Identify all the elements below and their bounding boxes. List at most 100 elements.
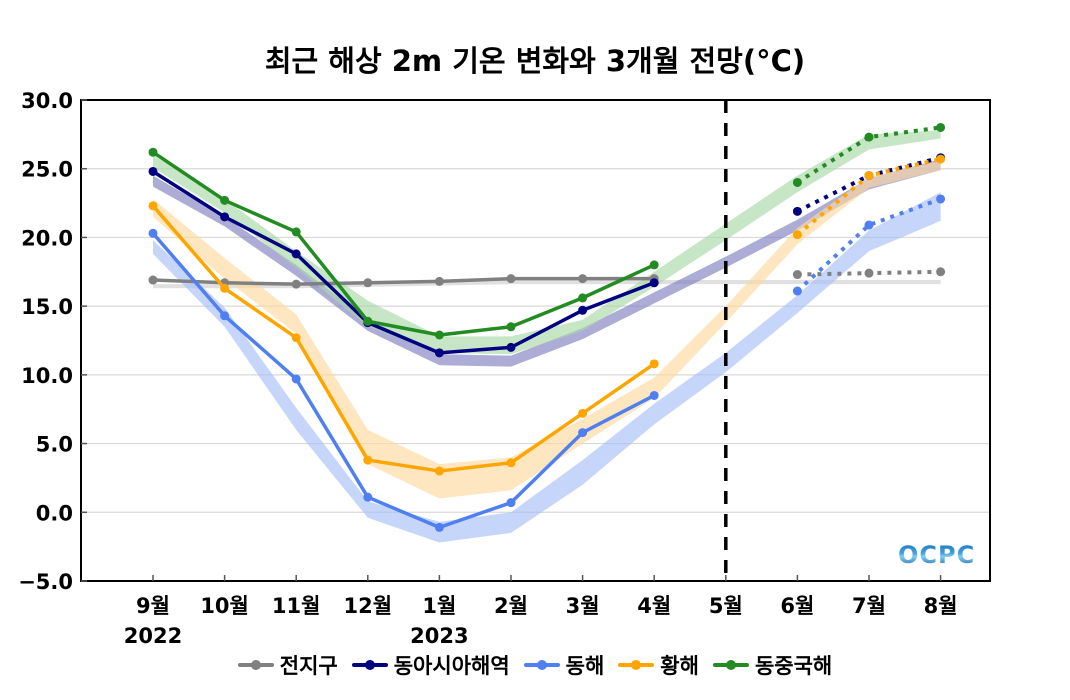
series-line-observed <box>152 169 655 355</box>
x-year-label: 2023 <box>410 624 468 648</box>
data-point <box>148 147 158 157</box>
x-tick-label: 11월 <box>272 594 321 618</box>
data-point <box>936 154 946 164</box>
y-tick-label: 30.0 <box>21 89 73 113</box>
climatology-bands <box>153 130 941 543</box>
legend-swatch <box>237 660 274 670</box>
data-point <box>434 330 444 340</box>
data-point <box>434 276 444 286</box>
data-point <box>291 333 301 343</box>
y-tick-label: −5.0 <box>18 570 73 594</box>
data-point <box>936 194 946 204</box>
x-year-label: 2022 <box>124 624 182 648</box>
legend-item: 황해 <box>618 650 699 680</box>
data-point <box>434 348 444 358</box>
legend-label: 황해 <box>660 654 699 678</box>
data-point <box>649 359 659 369</box>
data-point <box>148 275 158 285</box>
legend-label: 전지구 <box>279 654 338 678</box>
series-line-forecast <box>796 197 942 293</box>
data-point <box>220 311 230 321</box>
data-point <box>363 278 373 288</box>
data-point <box>291 374 301 384</box>
legend-item: 동아시아해역 <box>351 650 510 680</box>
band-황해 <box>153 160 941 499</box>
chart-title: 최근 해상 2m 기온 변화와 3개월 전망(°C) <box>264 44 806 78</box>
legend-swatch <box>523 660 560 670</box>
data-point <box>792 270 802 280</box>
data-point <box>434 522 444 532</box>
data-point <box>578 428 588 438</box>
legend-item: 전지구 <box>237 650 338 680</box>
data-point <box>506 458 516 468</box>
x-tick-label: 6월 <box>780 594 814 618</box>
data-point <box>148 166 158 176</box>
x-tick-label: 8월 <box>924 594 958 618</box>
data-point <box>578 305 588 315</box>
series-line-observed <box>152 150 655 337</box>
legend-label: 동중국해 <box>754 654 833 678</box>
y-tick-label: 25.0 <box>21 158 73 182</box>
series-line-observed <box>152 276 655 286</box>
series-lines <box>148 122 946 532</box>
band-전지구 <box>153 280 941 289</box>
series-line-observed <box>151 204 656 473</box>
x-tick-label: 10월 <box>200 594 249 618</box>
data-point <box>792 206 802 216</box>
data-point <box>506 274 516 284</box>
data-point <box>792 230 802 240</box>
series-line-observed <box>151 232 656 530</box>
data-point <box>649 390 659 400</box>
y-tick-label: 15.0 <box>21 295 73 319</box>
axis-ticks: 30.0 25.0 20.0 15.0 10.0 5.0 0.0 −5.0 9월 10월 11월 12… <box>18 89 957 648</box>
legend: 전지구 동아시아해역 동해 황해 동중국해 <box>0 650 1070 680</box>
data-point <box>792 286 802 296</box>
data-point <box>220 283 230 293</box>
legend-label: 동해 <box>565 654 605 678</box>
data-point <box>291 227 301 237</box>
series-line-forecast <box>796 125 941 185</box>
data-point <box>506 322 516 332</box>
data-point <box>363 492 373 502</box>
data-point <box>936 122 946 132</box>
x-tick-label: 2월 <box>494 594 528 618</box>
y-tick-label: 20.0 <box>21 226 73 250</box>
band-동아시아해역 <box>153 159 941 367</box>
data-point <box>864 132 874 142</box>
data-point <box>864 268 874 278</box>
data-point <box>649 260 659 270</box>
legend-swatch <box>351 660 388 670</box>
data-point <box>506 342 516 352</box>
data-point <box>506 498 516 508</box>
y-tick-label: 0.0 <box>36 501 73 525</box>
x-tick-label: 3월 <box>566 594 600 618</box>
data-point <box>220 212 230 222</box>
x-tick-label: 9월 <box>136 594 170 618</box>
data-point <box>792 177 802 187</box>
legend-label: 동아시아해역 <box>393 654 510 678</box>
data-point <box>291 279 301 289</box>
legend-item: 동중국해 <box>712 650 833 680</box>
data-point <box>434 466 444 476</box>
data-point <box>578 274 588 284</box>
legend-item: 동해 <box>523 650 605 680</box>
data-point <box>936 267 946 277</box>
legend-swatch <box>618 660 655 670</box>
y-tick-label: 5.0 <box>36 433 73 457</box>
x-tick-label: 5월 <box>709 594 743 618</box>
data-point <box>578 293 588 303</box>
data-point <box>148 228 158 238</box>
data-point <box>864 220 874 230</box>
x-tick-label: 4월 <box>637 594 671 618</box>
y-tick-label: 10.0 <box>21 364 73 388</box>
data-point <box>649 278 659 288</box>
x-tick-label: 7월 <box>852 594 886 618</box>
data-point <box>148 201 158 211</box>
data-point <box>363 455 373 465</box>
ocpc-logo: OCPC <box>898 541 976 569</box>
data-point <box>864 171 874 181</box>
data-point <box>291 249 301 259</box>
data-point <box>578 408 588 418</box>
x-tick-label: 12월 <box>344 594 393 618</box>
